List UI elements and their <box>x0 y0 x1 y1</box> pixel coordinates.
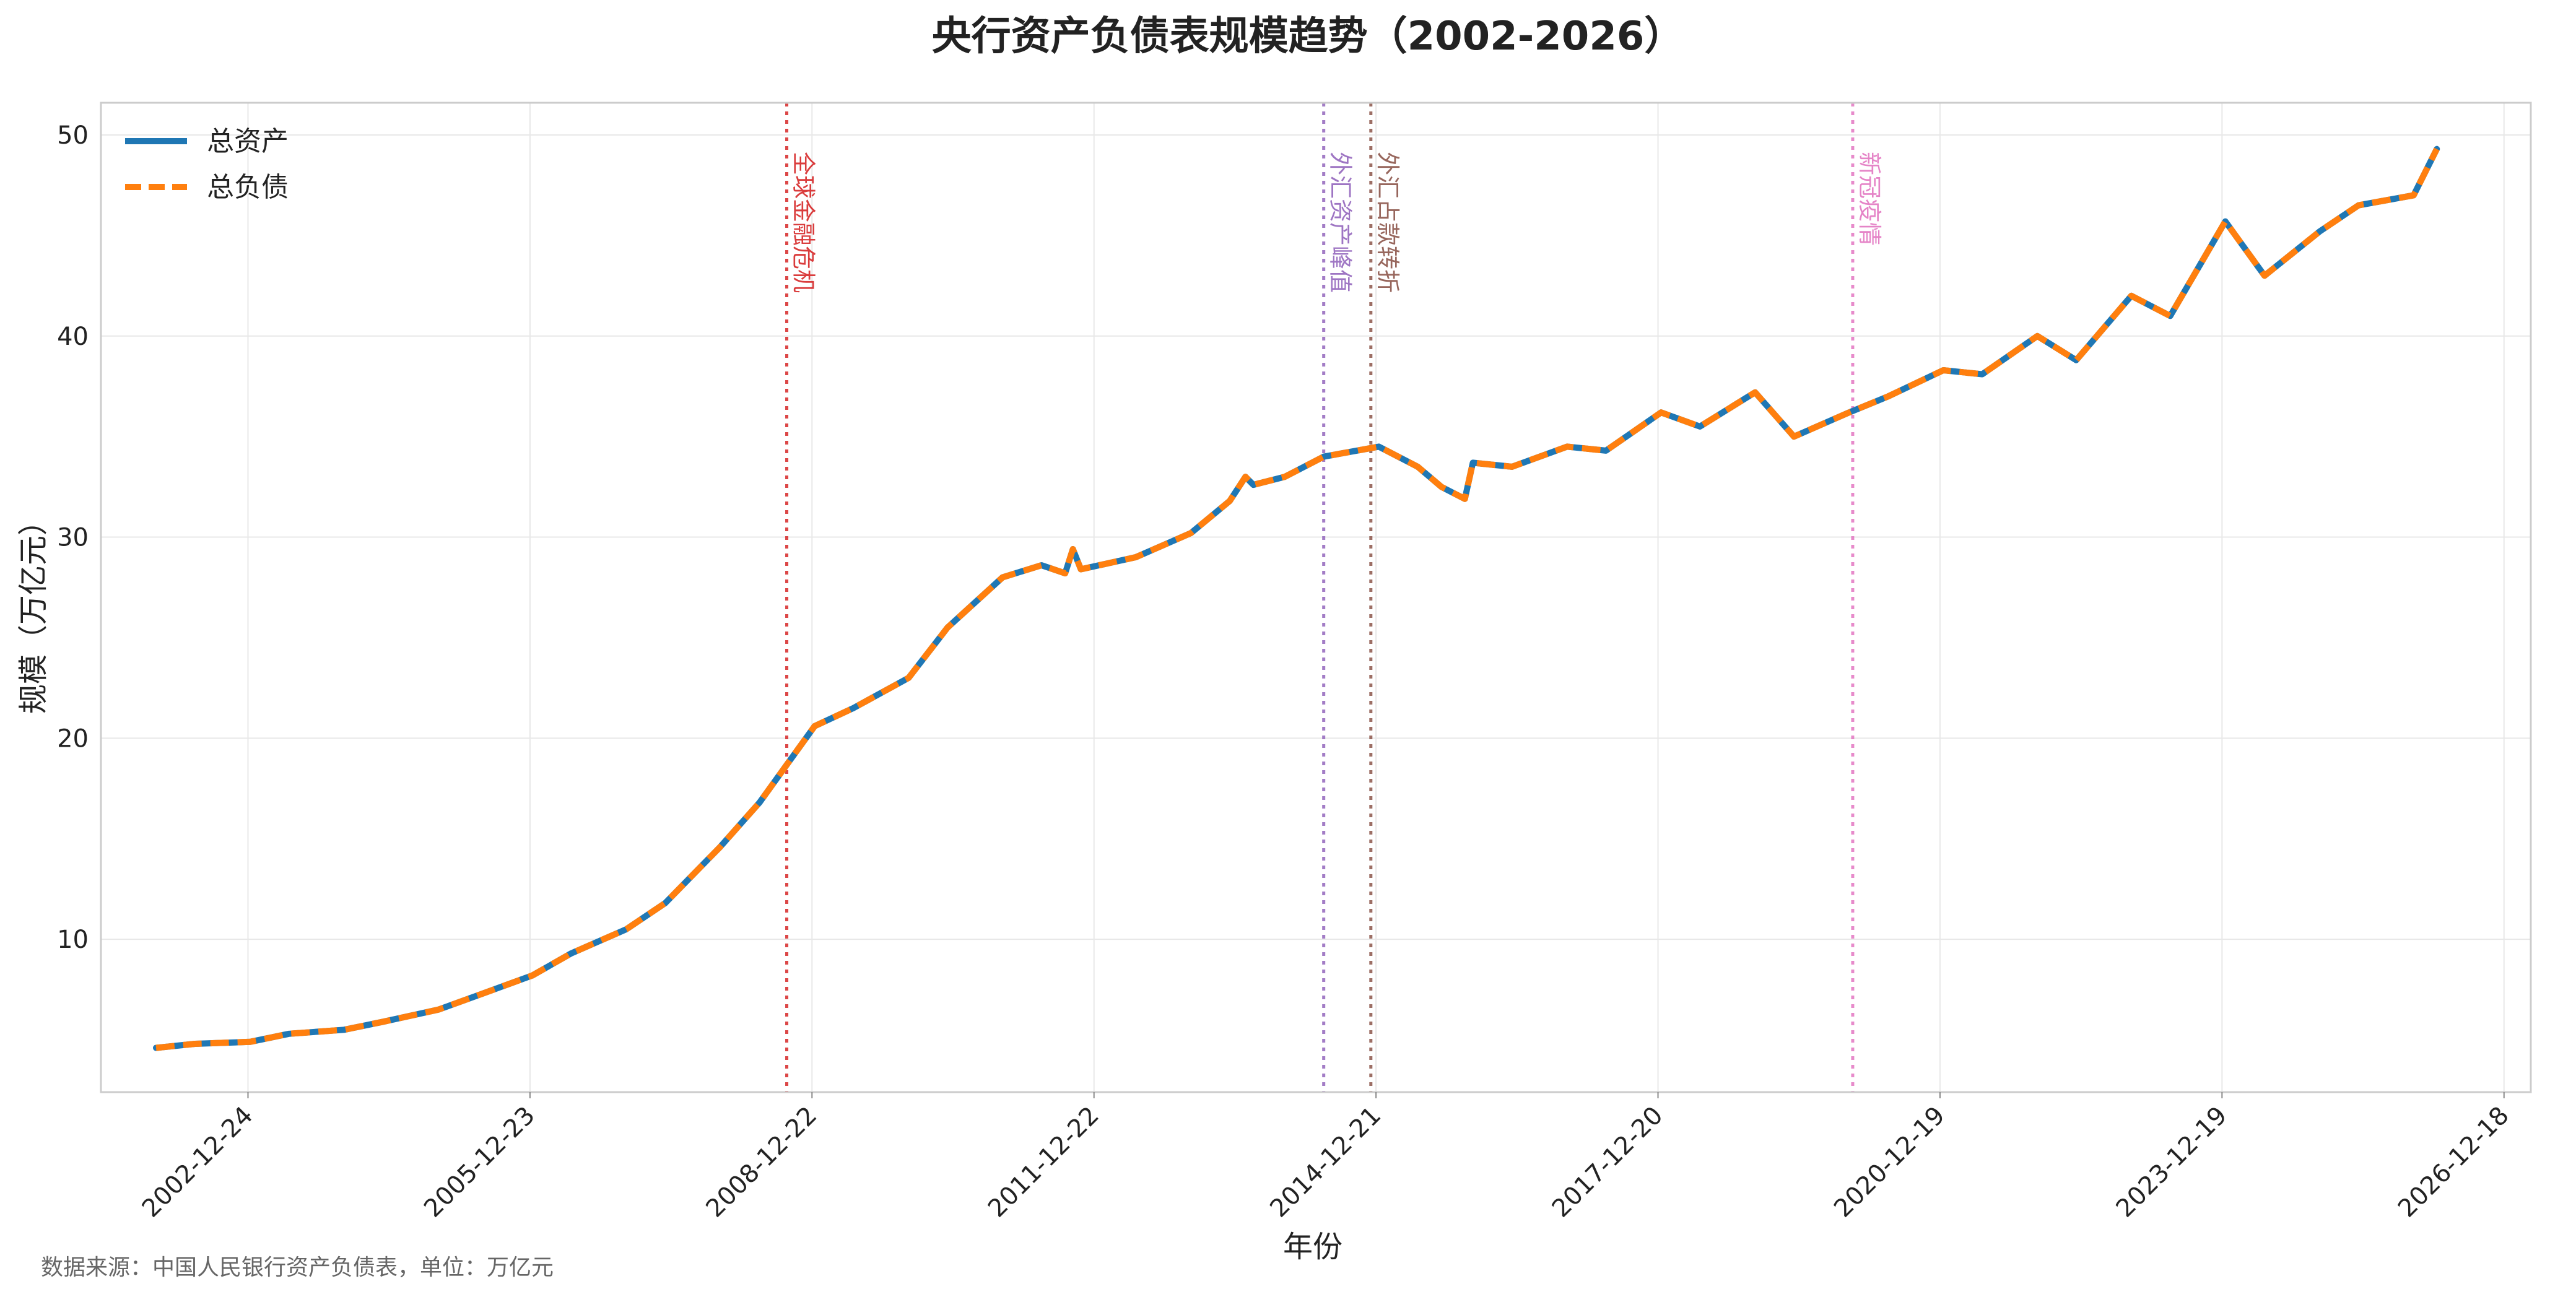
x-tick-label: 2020-12-19 <box>1829 1101 1951 1223</box>
annotation-label: 新冠疫情 <box>1856 152 1883 246</box>
x-tick-label: 2002-12-24 <box>137 1101 259 1223</box>
legend-label-total-assets: 总资产 <box>207 126 289 157</box>
x-tick-label: 2014-12-21 <box>1264 1101 1386 1223</box>
x-tick-label: 2026-12-18 <box>2393 1101 2515 1223</box>
x-tick-label: 2023-12-19 <box>2111 1101 2233 1223</box>
event-annotations: 全球金融危机 外汇资产峰值 外汇占款转折 新冠疫情 <box>785 103 1883 1092</box>
annotation-label: 外汇资产峰值 <box>1327 152 1354 293</box>
series-total-assets <box>153 145 2440 1051</box>
y-tick-label: 30 <box>57 524 89 552</box>
y-tick-label: 50 <box>57 121 89 150</box>
y-tick-label: 40 <box>57 323 89 351</box>
data-source-footnote: 数据来源：中国人民银行资产负债表，单位：万亿元 <box>41 1255 554 1280</box>
y-tick-label: 10 <box>57 926 89 954</box>
series-lines <box>153 145 2440 1051</box>
legend-label-total-liabilities: 总负债 <box>207 171 289 203</box>
series-total-liabilities <box>155 147 2440 1051</box>
x-tick-labels: 2002-12-24 2005-12-23 2008-12-22 2011-12-22… <box>137 1092 2515 1223</box>
x-tick-label: 2008-12-22 <box>700 1101 822 1223</box>
x-tick-label: 2017-12-20 <box>1547 1101 1669 1223</box>
gridlines <box>101 103 2531 1092</box>
x-tick-label: 2011-12-22 <box>983 1101 1105 1223</box>
annotation-label: 外汇占款转折 <box>1374 152 1401 293</box>
y-tick-label: 20 <box>57 724 89 753</box>
x-tick-label: 2005-12-23 <box>419 1101 541 1223</box>
x-axis-label: 年份 <box>1283 1230 1342 1264</box>
y-tick-labels: 10 20 30 40 50 <box>57 121 89 954</box>
annotation-label: 全球金融危机 <box>790 152 817 293</box>
chart-title: 央行资产负债表规模趋势（2002-2026） <box>932 14 1684 59</box>
y-axis-label: 规模（万亿元） <box>16 506 51 714</box>
plot-frame <box>100 102 2532 1093</box>
